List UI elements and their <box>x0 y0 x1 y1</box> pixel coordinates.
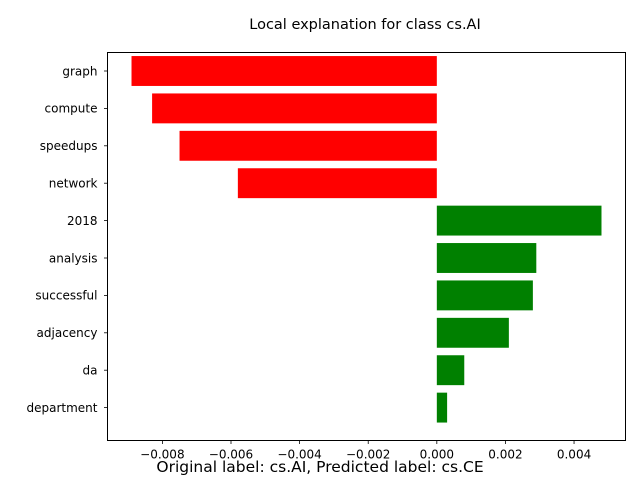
y-tick-label: department <box>27 401 98 415</box>
bar-speedups <box>179 130 437 161</box>
x-tick-label: −0.002 <box>346 448 390 462</box>
x-tick-label: −0.006 <box>209 448 253 462</box>
x-axis-ticks: −0.008 −0.006 −0.004 −0.002 0.000 0.002 0.004 <box>140 440 591 462</box>
x-tick-label: 0.000 <box>420 448 454 462</box>
y-axis-ticks: graph compute speedups network 2018 analysis s… <box>27 64 108 415</box>
x-tick-label: −0.004 <box>277 448 321 462</box>
y-tick-label: compute <box>45 102 98 116</box>
x-tick-label: 0.002 <box>488 448 522 462</box>
x-tick-label: −0.008 <box>140 448 184 462</box>
y-tick-label: 2018 <box>67 214 98 228</box>
y-tick-label: adjacency <box>37 326 98 340</box>
y-tick-label: speedups <box>40 139 98 153</box>
bar-graph <box>131 56 437 86</box>
bar-da <box>436 355 465 386</box>
bar-network <box>237 168 437 199</box>
bars-group <box>131 56 602 423</box>
chart-caption: Original label: cs.AI, Predicted label: … <box>156 458 484 476</box>
y-tick-label: network <box>49 177 98 191</box>
bar-analysis <box>436 243 537 273</box>
chart-title: Local explanation for class cs.AI <box>249 17 481 33</box>
bar-2018 <box>436 205 602 236</box>
bar-department <box>436 392 448 423</box>
bar-adjacency <box>436 317 509 348</box>
y-tick-label: da <box>83 364 98 378</box>
y-tick-label: graph <box>62 64 97 78</box>
x-tick-label: 0.004 <box>557 448 591 462</box>
plot-frame <box>107 52 626 441</box>
bar-successful <box>436 280 533 311</box>
y-tick-label: analysis <box>49 251 98 265</box>
bar-compute <box>152 93 437 124</box>
y-tick-label: successful <box>35 289 97 303</box>
